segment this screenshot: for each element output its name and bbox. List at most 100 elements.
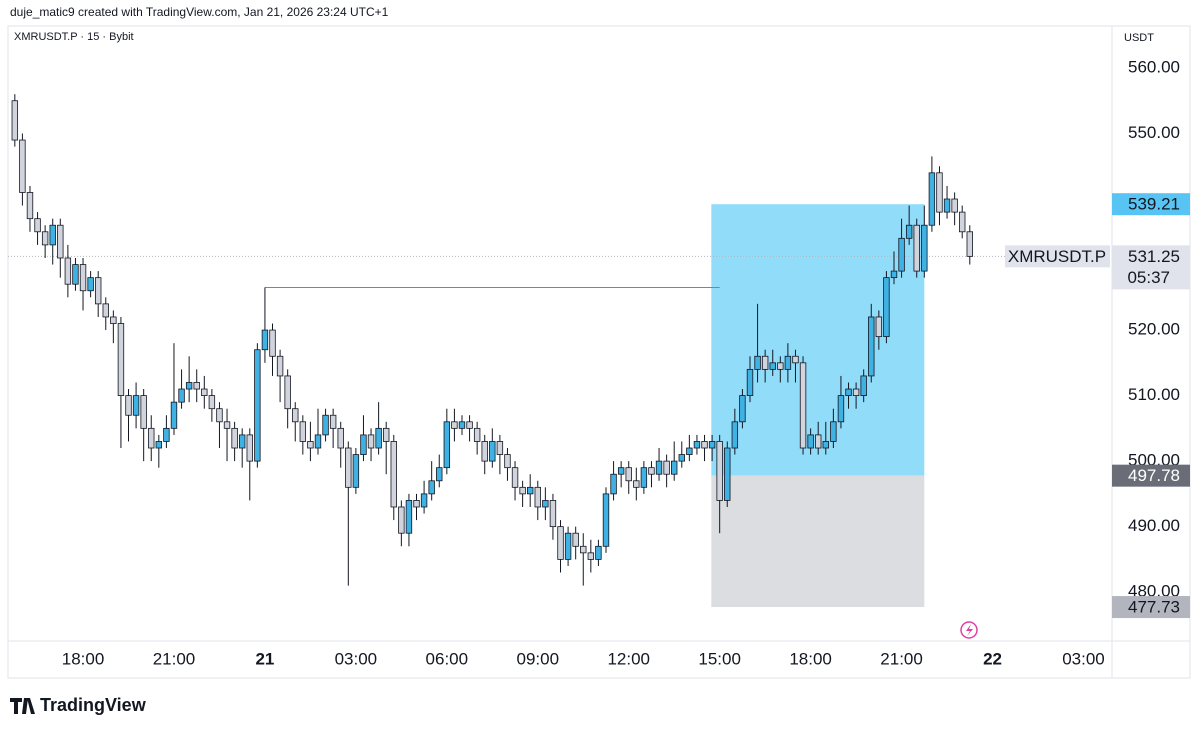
candle-body [928,172,936,226]
candle-body [572,532,579,547]
lightning-icon [960,621,978,639]
candle-body [799,362,807,449]
currency: USDT [1124,32,1154,44]
candle-body [26,192,34,220]
candle-body [610,473,617,495]
candle-body [496,441,504,455]
candle-body [693,441,701,449]
symbol-tag: XMRUSDT.P [1008,247,1106,266]
candle-body [845,388,852,396]
candle-body [102,303,109,318]
candle-body [436,467,443,482]
candle-body [110,316,117,324]
candle-body [170,401,178,429]
candle-body [163,427,170,442]
stop-label-bg [1112,596,1190,619]
candle-body [292,408,299,423]
candle-body [193,382,200,390]
candle-body [398,506,405,534]
candle-body [921,224,928,272]
candle-body [337,427,344,449]
candle-body [41,231,49,246]
candle-body [216,408,223,423]
y-tick-label: 490.00 [1128,516,1180,535]
candle-body [655,460,663,475]
candle-body [807,434,814,449]
entry-label: 497.78 [1128,466,1180,485]
candle-body [405,500,413,534]
candle-body [678,454,685,462]
candle-body [830,421,837,442]
candle-body [451,421,458,429]
stop-label: 477.73 [1128,598,1180,617]
candle-body [883,277,890,338]
candle-body [345,447,352,488]
candle-body [19,139,26,193]
candle-body [284,375,291,410]
candle-body [466,421,473,429]
candle-body [185,382,193,390]
candle-body [913,224,920,272]
candle-body [534,486,541,508]
candle-body [724,447,731,501]
candle-body [57,224,64,259]
x-tick-label: 18:00 [62,649,105,668]
candle-body [822,441,829,449]
candle-body [208,395,216,410]
x-tick-label: 09:00 [517,649,560,668]
countdown: 05:37 [1127,268,1170,287]
candle-body [868,316,875,377]
candle-body [784,355,792,370]
candle-body [254,349,261,462]
y-tick-label: 520.00 [1128,320,1180,339]
candle-body [352,454,360,488]
candle-body [542,500,549,508]
candle-body [155,441,163,449]
candle-body [708,441,716,449]
candle-body [580,545,587,554]
candle-body [238,434,246,449]
candle-body [671,460,678,475]
x-tick-label: 03:00 [335,649,378,668]
candle-body [519,486,526,495]
candle-body [132,395,140,416]
candle-body [269,329,276,357]
candle-body [72,264,79,285]
candle-body [860,375,867,396]
candle-body [905,224,913,239]
x-tick-label: 15:00 [698,649,741,668]
x-tick-label: 22 [983,649,1002,668]
candle-body [686,447,693,455]
candle-body [299,421,307,442]
candle-body [329,414,337,429]
candle-body [959,211,966,233]
symbol-tag-bg [1005,245,1110,268]
candle-body [223,421,231,429]
stop-zone [711,475,925,608]
candle-body [140,395,147,429]
x-tick-label: 06:00 [426,649,469,668]
candle-body [34,218,41,233]
candle-body [382,427,390,442]
candle-body [178,388,185,403]
candle-body [390,441,397,508]
candle-body [489,441,496,462]
candle-body [307,441,314,449]
candle-body [587,552,595,560]
candle-body [481,441,488,462]
candle-body [890,270,898,279]
last-price-label: 531.25 [1128,247,1180,266]
candle-body [314,434,322,449]
candle-body [875,316,883,338]
candle-body [125,395,132,416]
candle-body [526,486,534,495]
candle-body [936,172,943,213]
candle-body [739,395,746,423]
target-label-bg [1112,193,1190,216]
x-tick-label: 03:00 [1062,649,1105,668]
symbol: XMRUSDT.P · 15 · Bybit [14,31,134,43]
candle-body [201,388,208,396]
candle-body [79,264,87,292]
y-tick-label: 560.00 [1128,57,1180,76]
